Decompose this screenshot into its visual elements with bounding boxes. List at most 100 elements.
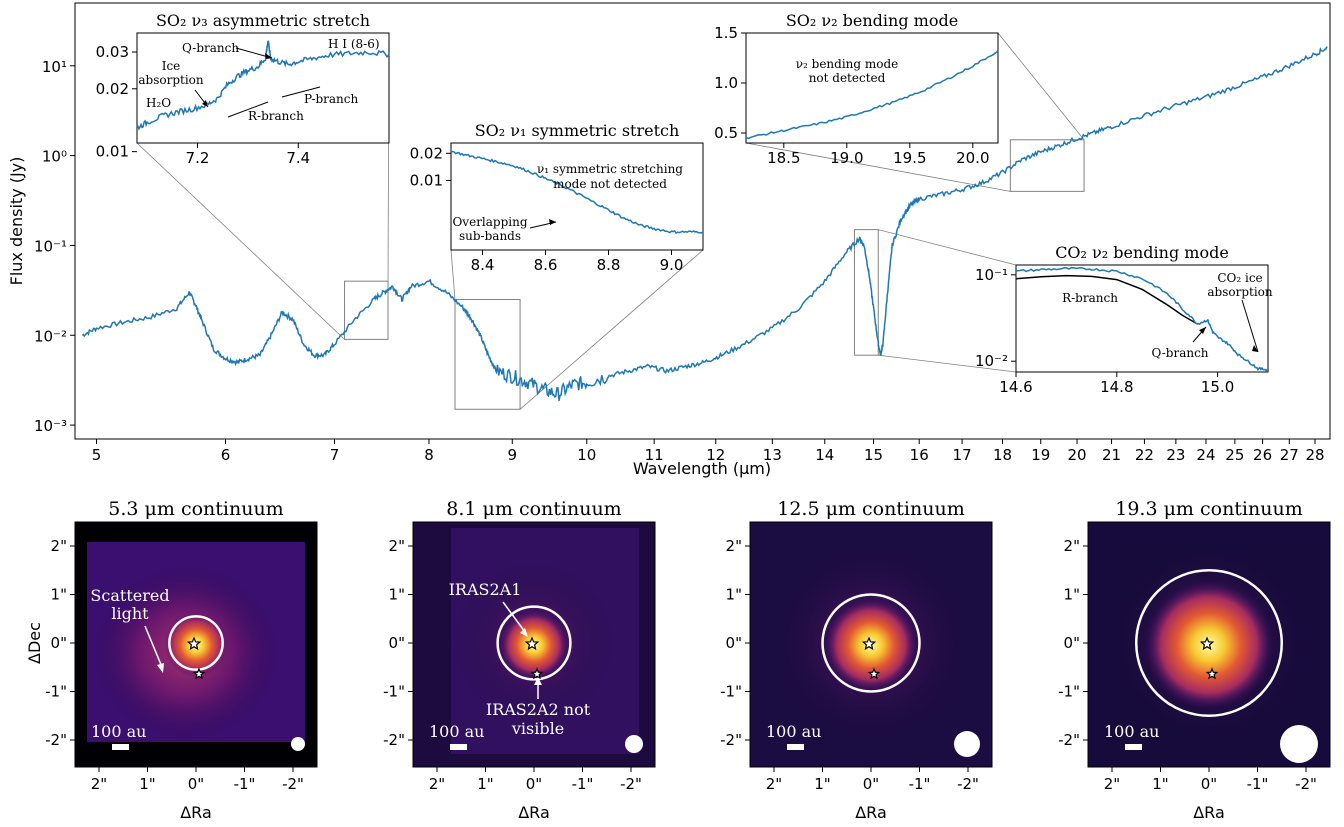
- scalebar-label: 100 au: [766, 722, 821, 741]
- map-x-label: ΔRa: [180, 803, 212, 822]
- x-tick-label: 24: [1196, 446, 1215, 464]
- y-tick-label: 10¹: [42, 58, 67, 76]
- annotation-iras2a1: IRAS2A1: [449, 580, 522, 599]
- aperture-circle: [496, 605, 572, 681]
- inset-so2-v2: SO₂ ν₂ bending mode 18.5 19.0 19.5 20.0 0.5 1…: [714, 11, 999, 167]
- map-x-tick-label: 2": [429, 775, 445, 793]
- arrowhead: [534, 677, 542, 685]
- y-axis-label: Flux density (Jy): [7, 157, 26, 286]
- map-y-tick-label: 1": [726, 586, 742, 604]
- map-y-label: ΔDec: [25, 622, 44, 664]
- map-x-tick-label: 2": [1104, 775, 1120, 793]
- inset-y-tick-label: 1.0: [714, 74, 738, 92]
- annotation-overlap-1: Overlapping: [452, 215, 527, 229]
- y-tick-label: 10⁻²: [34, 327, 67, 345]
- annotation-not-detected-2: mode not detected: [553, 177, 667, 191]
- annotation-arrow: [144, 625, 163, 668]
- map-y-tick-label: 1": [1064, 586, 1080, 604]
- inset-x-tick-label: 15.0: [1201, 378, 1234, 396]
- annotation-ice-1: Ice: [162, 59, 181, 73]
- aperture-circle: [1135, 569, 1283, 717]
- x-axis-label: Wavelength (μm): [633, 459, 771, 478]
- x-tick-label: 21: [1102, 446, 1121, 464]
- inset-x-tick-label: 8.8: [597, 256, 621, 274]
- inset-y-tick-label: 0.02: [410, 144, 443, 162]
- map-y-tick-label: 2": [389, 537, 405, 555]
- annotation-q-branch: Q-branch: [1151, 346, 1208, 360]
- x-tick-label: 11: [645, 446, 664, 464]
- map-x-tick-label: -1": [909, 775, 931, 793]
- x-tick-label: 18: [993, 446, 1012, 464]
- map-x-tick-label: 0": [188, 775, 204, 793]
- inset-x-tick-label: 7.4: [286, 149, 310, 167]
- annotation-light: light: [111, 604, 149, 623]
- inset-spectrum-line: [450, 150, 704, 234]
- map-panel: 100 au 19.3 μm continuum 2" 2" 1" 1" 0" 0" -1" -1…: [1058, 498, 1331, 822]
- map-y-tick-label: -1": [1058, 683, 1080, 701]
- annotation-nd-2: not detected: [809, 71, 886, 85]
- annotation-not-detected-1: ν₁ symmetric stretching: [537, 162, 683, 176]
- inset-y-tick-label: 1.5: [714, 24, 738, 42]
- inset-y-tick-label: 0.01: [410, 171, 443, 189]
- map-y-tick-label: -2": [383, 731, 405, 749]
- source-star-icon: [186, 636, 202, 651]
- zoom-connector: [878, 354, 1017, 373]
- annotation-co2-ice-2: absorption: [1207, 285, 1273, 299]
- zoom-box: [454, 299, 521, 410]
- inset-y-tick-label: 0.03: [96, 43, 129, 61]
- spectrum-line: [81, 46, 1328, 401]
- map-x-tick-label: -2": [282, 775, 304, 793]
- map-panel: 100 au 5.3 μm continuum 2" 2" 1" 1" 0" 0" -1" -1"…: [25, 498, 318, 822]
- map-x-tick-label: 1": [477, 775, 493, 793]
- inset-spectrum-line: [1015, 266, 1268, 372]
- inset-y-tick-label: 0.5: [714, 124, 738, 142]
- annotation-h2o: H₂O: [146, 96, 171, 110]
- inset-spectrum-line: [136, 39, 390, 131]
- inset-spectrum-line: [745, 50, 999, 140]
- map-x-tick-label: -1": [572, 775, 594, 793]
- y-tick-label: 10⁻³: [34, 417, 67, 435]
- x-tick-label: 27: [1280, 446, 1299, 464]
- map-x-tick-label: 0": [863, 775, 879, 793]
- x-tick-label: 20: [1067, 446, 1086, 464]
- source-star-icon: [867, 667, 881, 680]
- map-x-tick-label: 0": [526, 775, 542, 793]
- map-x-label: ΔRa: [518, 803, 550, 822]
- beam-ellipse: [954, 731, 980, 757]
- map-x-tick-label: -2": [957, 775, 979, 793]
- x-tick-label: 28: [1305, 446, 1324, 464]
- x-tick-label: 19: [1031, 446, 1050, 464]
- main-plot-frame: [74, 2, 1331, 440]
- source-star-icon: [524, 636, 540, 651]
- arrowhead: [520, 628, 528, 637]
- x-tick-label: 17: [953, 446, 972, 464]
- zoom-connector: [450, 249, 456, 300]
- aperture-circle: [168, 615, 224, 671]
- map-x-tick-label: 1": [139, 775, 155, 793]
- aperture-circle: [821, 593, 921, 693]
- annotation-ice-2: absorption: [138, 73, 204, 87]
- map-x-tick-label: -1": [1247, 775, 1269, 793]
- x-tick-label: 14: [815, 446, 834, 464]
- annotation-iras2a2-1: IRAS2A2 not: [486, 700, 591, 719]
- annotation-r-branch: R-branch: [248, 109, 304, 123]
- inset-x-tick-label: 14.6: [999, 378, 1032, 396]
- main-y-ticks: 10⁻³ 10⁻² 10⁻¹ 10⁰ 10¹: [34, 58, 75, 435]
- zoom-connector: [745, 142, 1011, 192]
- inset-x-tick-label: 9.0: [660, 256, 684, 274]
- map-y-tick-label: 2": [1064, 537, 1080, 555]
- map-y-tick-label: -1": [383, 683, 405, 701]
- map-y-tick-label: -2": [1058, 731, 1080, 749]
- map-x-label: ΔRa: [855, 803, 887, 822]
- map-y-tick-label: -2": [45, 731, 67, 749]
- inset-y-tick-label: 10⁻²: [975, 352, 1008, 370]
- x-tick-label: 13: [763, 446, 782, 464]
- annotation-q-branch: Q-branch: [182, 41, 239, 55]
- source-star-icon: [861, 636, 877, 651]
- scalebar-label: 100 au: [429, 722, 484, 741]
- scalebar: [1125, 744, 1142, 750]
- zoom-box: [344, 280, 389, 340]
- map-x-tick-label: -2": [1295, 775, 1317, 793]
- map-y-tick-label: 0": [389, 634, 405, 652]
- map-y-tick-label: 2": [726, 537, 742, 555]
